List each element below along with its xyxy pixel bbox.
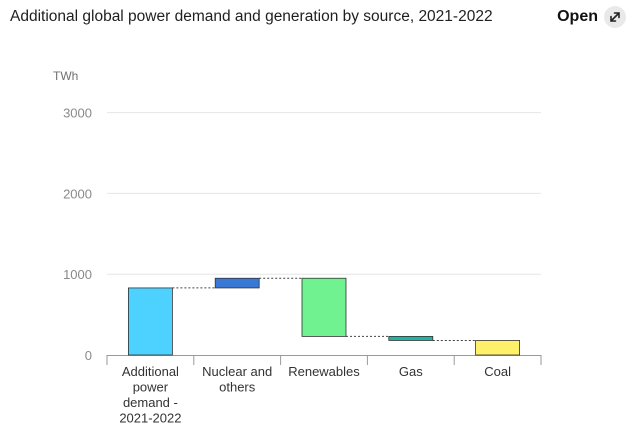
y-axis-unit-label: TWh [53, 69, 78, 83]
waterfall-bar [388, 336, 434, 341]
waterfall-bar [301, 277, 347, 337]
x-category-label: Renewables [288, 364, 360, 379]
y-tick-label: 0 [85, 348, 92, 363]
y-tick-label: 3000 [63, 106, 92, 121]
x-category-label: Additional [122, 364, 179, 379]
waterfall-bar [127, 287, 173, 356]
waterfall-bar [475, 340, 521, 356]
x-category-label: power [133, 380, 169, 395]
x-category-label: Gas [399, 364, 423, 379]
x-category-label: 2021-2022 [119, 411, 181, 426]
waterfall-bar [214, 277, 260, 289]
x-category-label: others [219, 380, 256, 395]
y-tick-label: 2000 [63, 186, 92, 201]
open-button-label: Open [557, 8, 598, 25]
open-button[interactable]: Open [557, 6, 626, 28]
expand-icon [604, 6, 626, 28]
x-category-label: demand - [123, 395, 178, 410]
x-category-label: Nuclear and [202, 364, 272, 379]
chart-title: Additional global power demand and gener… [10, 8, 493, 25]
x-category-label: Coal [484, 364, 511, 379]
y-tick-label: 1000 [63, 267, 92, 282]
